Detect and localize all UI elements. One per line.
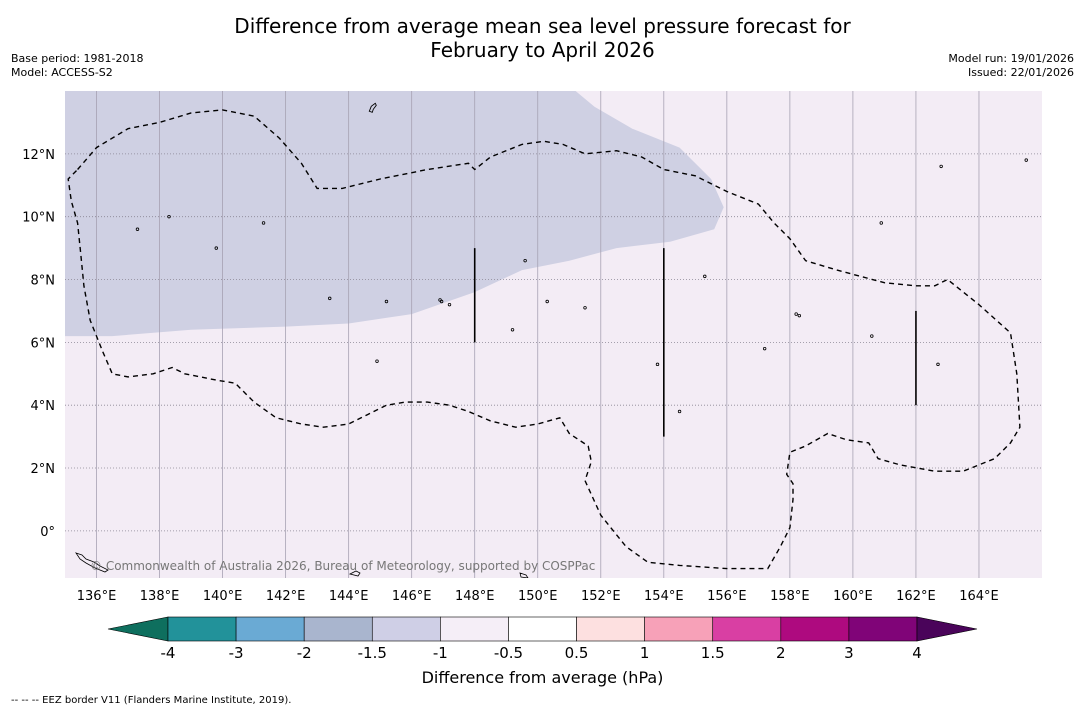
lon-tick-label: 160°E <box>833 589 873 604</box>
island-outline <box>214 246 218 250</box>
colorbar-tick-label: -3 <box>229 644 244 662</box>
colorbar-tick-label: 3 <box>844 644 854 662</box>
chart-title-line1: Difference from average mean sea level p… <box>234 14 851 38</box>
anomaly-region-shading <box>65 91 724 337</box>
island-outline <box>879 221 883 225</box>
meta-left: Base period: 1981-2018 Model: ACCESS-S2 <box>11 52 143 80</box>
colorbar-bin <box>235 616 305 642</box>
lat-tick-label: 0° <box>40 525 55 540</box>
lon-tick-label: 144°E <box>329 589 369 604</box>
lon-tick-label: 162°E <box>896 589 936 604</box>
colorbar-tick-label: 4 <box>912 644 922 662</box>
colorbar-tick-label: -1.5 <box>358 644 387 662</box>
colorbar-tick-label: 0.5 <box>565 644 589 662</box>
eez-border-line <box>67 109 1021 570</box>
lon-tick-label: 164°E <box>959 589 999 604</box>
lon-tick-label: 146°E <box>392 589 432 604</box>
island-outline <box>439 299 444 304</box>
lon-tick-label: 138°E <box>140 589 180 604</box>
island-outline <box>328 296 332 301</box>
lon-tick-label: 154°E <box>644 589 684 604</box>
island-outline <box>794 312 798 316</box>
island-outline <box>261 221 266 225</box>
issued-date: Issued: 22/01/2026 <box>967 66 1074 79</box>
colorbar-bin <box>644 616 714 642</box>
island-outline <box>1024 158 1028 162</box>
base-period: Base period: 1981-2018 <box>11 52 144 65</box>
lon-tick-label: 158°E <box>770 589 810 604</box>
island-outline <box>510 328 515 332</box>
map-plot-area: © Commonwealth of Australia 2026, Bureau… <box>65 91 1042 578</box>
island-outline <box>797 313 802 318</box>
colorbar-tick-label: -0.5 <box>494 644 523 662</box>
island-outline <box>583 306 587 310</box>
colorbar-tick-label: 1 <box>640 644 650 662</box>
island-outline <box>677 409 682 414</box>
lat-tick-label: 4°N <box>31 399 56 414</box>
colorbar-tick-label: -4 <box>161 644 176 662</box>
copyright-notice: © Commonwealth of Australia 2026, Bureau… <box>90 559 595 573</box>
island-outline <box>703 274 707 279</box>
island-outline <box>384 299 389 304</box>
colorbar-bin <box>508 616 577 642</box>
coastline-outline <box>348 570 529 578</box>
lon-tick-label: 136°E <box>77 589 117 604</box>
colorbar-tick-label: 2 <box>776 644 786 662</box>
island-outline <box>167 214 171 219</box>
colorbar-title: Difference from average (hPa) <box>421 668 664 687</box>
island-outline <box>655 362 660 367</box>
lon-tick-label: 152°E <box>581 589 621 604</box>
lat-tick-label: 10°N <box>22 211 55 226</box>
colorbar-bin <box>440 616 509 642</box>
island-outline <box>936 362 940 367</box>
island-outline <box>939 164 943 169</box>
island-outline <box>135 227 140 231</box>
lat-tick-label: 12°N <box>22 148 55 163</box>
colorbar-tick-label: -1 <box>433 644 448 662</box>
colorbar: -4 -3 -2 -1.5 -1 -0.5 0.5 1 1.5 2 3 4 <box>107 616 978 662</box>
eez-footnote: -- -- -- EEZ border V11 (Flanders Marine… <box>11 695 292 706</box>
colorbar-bin <box>712 616 782 642</box>
island-outline <box>870 334 874 338</box>
colorbar-bin <box>848 616 918 642</box>
coastline-outline <box>75 552 109 573</box>
guam-island-outline <box>368 102 377 113</box>
colorbar-extend-low <box>107 616 169 642</box>
colorbar-bin <box>576 616 645 642</box>
lon-tick-label: 140°E <box>203 589 243 604</box>
lon-tick-label: 142°E <box>266 589 306 604</box>
model-name: Model: ACCESS-S2 <box>11 66 113 79</box>
island-outline <box>375 359 379 363</box>
model-run: Model run: 19/01/2026 <box>948 52 1074 65</box>
colorbar-bin <box>303 616 373 642</box>
colorbar-bin <box>780 616 850 642</box>
island-outline <box>523 258 527 263</box>
chart-title-line2: February to April 2026 <box>430 38 655 62</box>
lon-tick-label: 156°E <box>707 589 747 604</box>
lon-tick-label: 150°E <box>518 589 558 604</box>
island-outline <box>762 346 767 351</box>
lat-tick-label: 8°N <box>31 274 56 289</box>
lat-tick-label: 2°N <box>31 462 56 477</box>
lat-tick-label: 6°N <box>31 336 56 351</box>
colorbar-tick-label: -2 <box>297 644 312 662</box>
meta-right: Model run: 19/01/2026 Issued: 22/01/2026 <box>948 52 1074 80</box>
island-outline <box>447 302 452 307</box>
colorbar-extend-high <box>916 616 978 642</box>
colorbar-bin <box>167 616 237 642</box>
colorbar-tick-label: 1.5 <box>701 644 725 662</box>
island-outline <box>545 299 549 304</box>
colorbar-bin <box>371 616 441 642</box>
chart-title: Difference from average mean sea level p… <box>0 14 1085 62</box>
lon-tick-label: 148°E <box>455 589 495 604</box>
